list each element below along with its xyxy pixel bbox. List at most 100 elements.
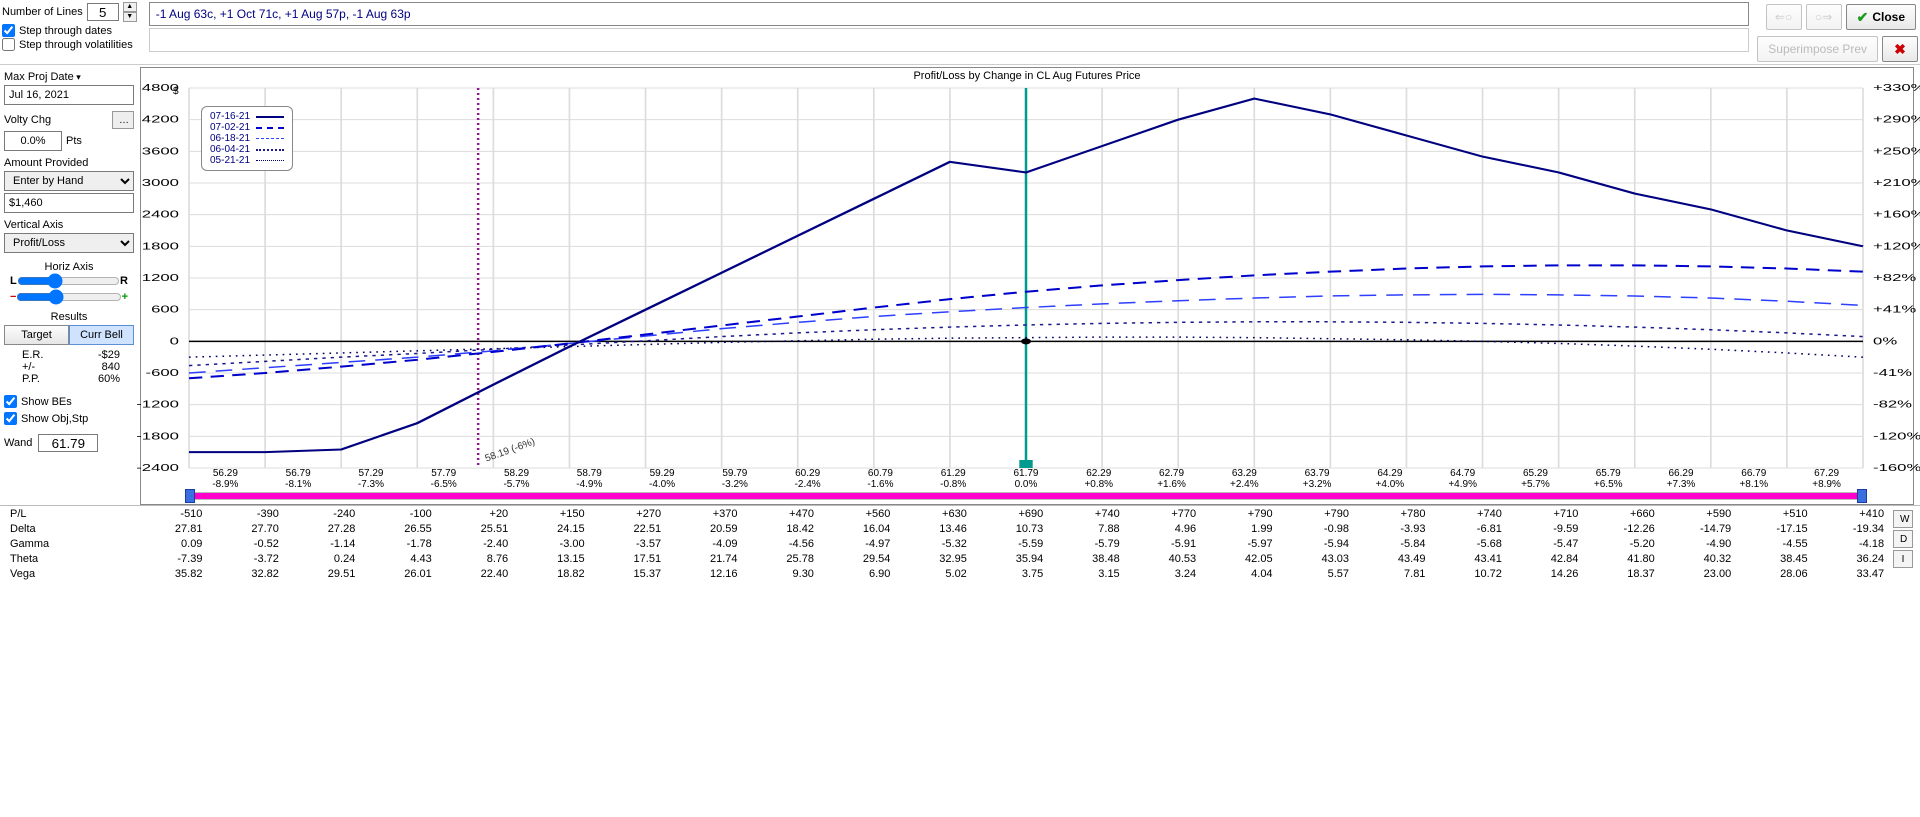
svg-text:-600: -600 xyxy=(145,367,179,378)
num-lines-step-down[interactable]: ▼ xyxy=(123,12,137,22)
x-tick-pct: -8.1% xyxy=(262,479,335,490)
chart-title: Profit/Loss by Change in CL Aug Futures … xyxy=(141,68,1913,84)
x-tick-pct: +8.1% xyxy=(1717,479,1790,490)
horiz-axis-zoom-slider[interactable] xyxy=(16,289,121,305)
x-tick-pct: -7.3% xyxy=(335,479,408,490)
horiz-axis-pos-slider[interactable] xyxy=(17,273,120,289)
greek-column: +790-0.98-5.9443.035.57 xyxy=(1279,508,1355,583)
show-bes-label: Show BEs xyxy=(21,396,72,408)
x-tick-price: 57.29 xyxy=(335,468,408,479)
legend-item: 06-04-21 xyxy=(210,144,284,155)
x-tick-price: 58.79 xyxy=(553,468,626,479)
chart-legend: 07-16-2107-02-2106-18-2106-04-2105-21-21 xyxy=(201,106,293,171)
vertical-axis-select[interactable]: Profit/Loss xyxy=(4,233,134,253)
greek-column: +510-17.15-4.5538.4528.06 xyxy=(1737,508,1813,583)
x-range-handle-left[interactable] xyxy=(185,489,195,503)
svg-text:-82%: -82% xyxy=(1873,399,1912,410)
svg-text:+41%: +41% xyxy=(1873,304,1916,315)
svg-text:1200: 1200 xyxy=(142,272,180,283)
step-vols-label: Step through volatilities xyxy=(19,39,133,51)
x-range-handle-right[interactable] xyxy=(1857,489,1867,503)
show-objstp-checkbox[interactable] xyxy=(4,412,17,425)
svg-text:2400: 2400 xyxy=(142,209,180,220)
max-proj-date-label[interactable]: Max Proj Date xyxy=(4,71,134,83)
amount-input[interactable] xyxy=(4,193,134,213)
x-tick-price: 60.79 xyxy=(844,468,917,479)
greek-column: +56016.04-4.9729.546.90 xyxy=(820,508,896,583)
volty-chg-menu-button[interactable]: … xyxy=(112,111,134,129)
x-tick-price: 62.29 xyxy=(1062,468,1135,479)
svg-text:3000: 3000 xyxy=(142,177,180,188)
x-tick-price: 66.29 xyxy=(1645,468,1718,479)
x-tick-pct: +5.7% xyxy=(1499,479,1572,490)
greek-data-grid: -51027.810.09-7.3935.82-39027.70-0.52-3.… xyxy=(132,508,1890,583)
greek-column: +7704.96-5.9140.533.24 xyxy=(1126,508,1202,583)
x-tick-price: 60.29 xyxy=(771,468,844,479)
greek-side-button-d[interactable]: D xyxy=(1893,530,1913,548)
tab-target[interactable]: Target xyxy=(4,325,69,345)
x-tick-price: 57.79 xyxy=(407,468,480,479)
greek-column: +15024.15-3.0013.1518.82 xyxy=(514,508,590,583)
close-button[interactable]: ✔ Close xyxy=(1846,4,1916,30)
x-tick-price: 62.79 xyxy=(1135,468,1208,479)
amount-provided-label: Amount Provided xyxy=(4,157,134,169)
nav-prev-button[interactable]: ⇐○ xyxy=(1766,4,1802,30)
x-tick-price: 64.29 xyxy=(1354,468,1427,479)
x-tick-pct: -6.5% xyxy=(407,479,480,490)
wand-label: Wand xyxy=(4,437,32,449)
legend-item: 07-02-21 xyxy=(210,122,284,133)
secondary-strategy-input[interactable] xyxy=(149,28,1750,52)
svg-text:-160%: -160% xyxy=(1873,462,1920,473)
superimpose-prev-button[interactable]: Superimpose Prev xyxy=(1757,36,1878,62)
x-tick-pct: +6.5% xyxy=(1572,479,1645,490)
big-close-button[interactable]: ✖ xyxy=(1882,36,1918,62)
greek-side-button-i[interactable]: I xyxy=(1893,550,1913,568)
svg-text:+330%: +330% xyxy=(1873,82,1920,93)
close-x-icon: ✖ xyxy=(1894,41,1906,58)
greek-column: -24027.28-1.140.2429.51 xyxy=(285,508,361,583)
x-tick-pct: -5.7% xyxy=(480,479,553,490)
num-lines-step-up[interactable]: ▲ xyxy=(123,2,137,12)
superimpose-label: Superimpose Prev xyxy=(1768,42,1867,56)
volty-chg-input[interactable] xyxy=(4,131,62,151)
greek-column: +7901.99-5.9742.054.04 xyxy=(1202,508,1278,583)
num-lines-input[interactable] xyxy=(87,3,119,21)
x-tick-pct: +8.9% xyxy=(1790,479,1863,490)
results-label: Results xyxy=(4,311,134,323)
x-tick-price: 67.29 xyxy=(1790,468,1863,479)
step-dates-label: Step through dates xyxy=(19,25,112,37)
tab-curr-bell[interactable]: Curr Bell xyxy=(69,325,134,345)
strategy-input[interactable] xyxy=(149,2,1750,26)
wand-input[interactable] xyxy=(38,434,98,452)
nav-next-button[interactable]: ○⇒ xyxy=(1806,4,1842,30)
svg-text:+250%: +250% xyxy=(1873,146,1920,157)
horiz-plus-icon: + xyxy=(122,291,128,303)
show-objstp-label: Show Obj,Stp xyxy=(21,413,88,425)
step-dates-checkbox[interactable] xyxy=(2,24,15,37)
x-range-slider[interactable] xyxy=(189,492,1863,500)
x-tick-pct: -0.8% xyxy=(917,479,990,490)
x-tick-price: 56.29 xyxy=(189,468,262,479)
greek-row-labels: P/LDeltaGammaThetaVega xyxy=(0,508,132,583)
svg-text:-120%: -120% xyxy=(1873,431,1920,442)
greek-column: +47018.42-4.5625.789.30 xyxy=(744,508,820,583)
show-bes-checkbox[interactable] xyxy=(4,395,17,408)
amount-provided-select[interactable]: Enter by Hand xyxy=(4,171,134,191)
greek-column: +660-12.26-5.2041.8018.37 xyxy=(1584,508,1660,583)
x-tick-price: 65.79 xyxy=(1572,468,1645,479)
x-tick-price: 56.79 xyxy=(262,468,335,479)
x-tick-pct: +7.3% xyxy=(1645,479,1718,490)
horiz-R: R xyxy=(120,275,128,287)
x-tick-pct: -4.0% xyxy=(626,479,699,490)
step-vols-checkbox[interactable] xyxy=(2,38,15,51)
nav-prev-icon: ⇐○ xyxy=(1775,10,1792,24)
svg-text:-41%: -41% xyxy=(1873,367,1912,378)
x-tick-price: 65.29 xyxy=(1499,468,1572,479)
svg-text:0%: 0% xyxy=(1873,336,1897,347)
x-tick-pct: -2.4% xyxy=(771,479,844,490)
volty-chg-label: Volty Chg xyxy=(4,114,51,126)
x-tick-price: 61.29 xyxy=(917,468,990,479)
max-proj-date-input[interactable] xyxy=(4,85,134,105)
greek-side-button-w[interactable]: W xyxy=(1893,510,1913,528)
x-tick-price: 63.79 xyxy=(1281,468,1354,479)
